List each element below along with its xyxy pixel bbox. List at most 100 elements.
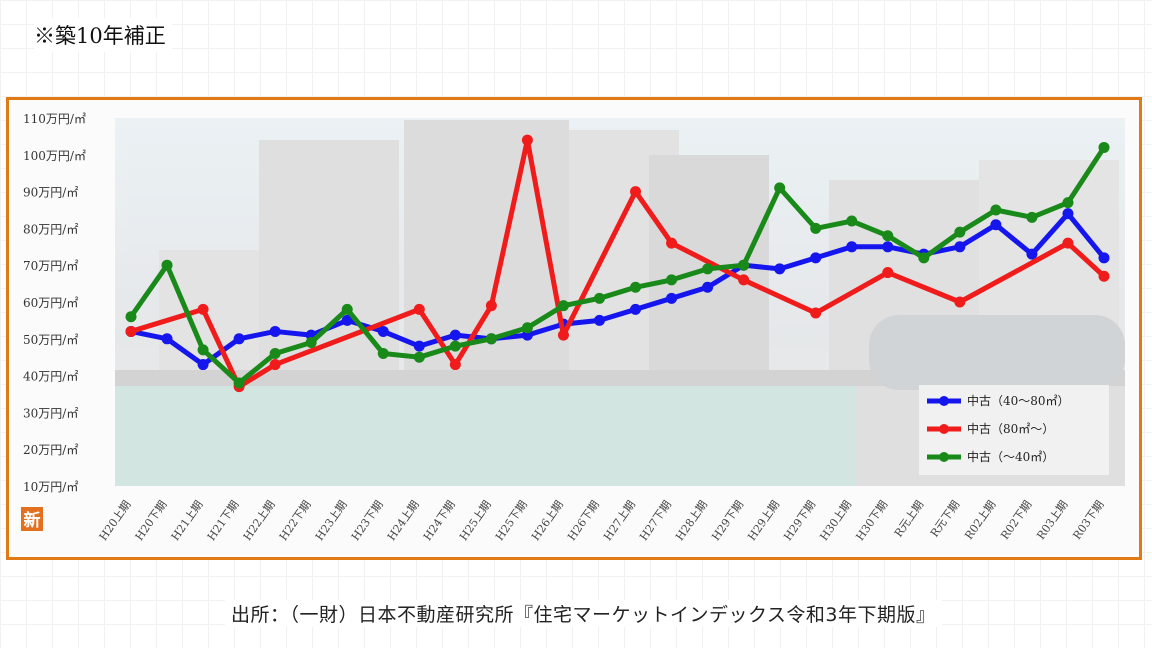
x-tick-label: H25下期 (493, 498, 530, 543)
data-point (413, 351, 425, 363)
chart-legend: 中古（40～80㎡） 中古（80㎡～） 中古（～40㎡） (919, 385, 1109, 475)
data-point (738, 274, 750, 286)
data-point (413, 340, 425, 352)
data-point (846, 215, 858, 227)
legend-label: 中古（80㎡～） (967, 421, 1054, 436)
data-point (305, 336, 317, 348)
data-point (161, 333, 173, 345)
data-point (630, 186, 642, 198)
y-tick-label: 40万円/㎡ (23, 370, 78, 384)
data-point (521, 322, 533, 334)
legend-marker (939, 424, 949, 434)
x-tick-label: H24上期 (385, 498, 422, 543)
y-tick-label: 50万円/㎡ (23, 333, 78, 347)
data-point (990, 204, 1002, 216)
x-tick-label: H20下期 (133, 498, 170, 543)
data-point (990, 219, 1002, 231)
y-tick-label: 60万円/㎡ (23, 296, 78, 310)
series-2 (125, 141, 1110, 389)
data-point (1098, 252, 1110, 264)
data-point (882, 267, 894, 279)
x-tick-label: H20上期 (97, 498, 134, 543)
legend-label: 中古（40～80㎡） (967, 393, 1070, 408)
x-tick-label: H22下期 (277, 498, 314, 543)
data-point (954, 241, 966, 253)
x-tick-label: R03上期 (1034, 498, 1070, 542)
data-point (449, 329, 461, 341)
data-point (774, 263, 786, 275)
data-point (1026, 248, 1038, 260)
data-point (954, 296, 966, 308)
data-point (341, 303, 353, 315)
data-point (413, 303, 425, 315)
data-point (846, 241, 858, 253)
x-tick-label: H28上期 (673, 498, 710, 543)
data-point (341, 314, 353, 326)
data-point (1098, 270, 1110, 282)
data-point (269, 359, 281, 371)
y-tick-label: 80万円/㎡ (23, 222, 78, 236)
data-point (233, 377, 245, 389)
x-tick-label: H25上期 (457, 498, 494, 543)
x-tick-label: H26上期 (529, 498, 566, 543)
y-tick-label: 90万円/㎡ (23, 186, 78, 200)
data-point (197, 344, 209, 356)
x-tick-label: R03下期 (1070, 498, 1106, 542)
data-point (377, 325, 389, 337)
x-tick-label: H24下期 (421, 498, 458, 543)
data-point (485, 300, 497, 312)
data-point (125, 311, 137, 323)
data-point (377, 348, 389, 360)
x-tick-label: H29上期 (745, 498, 782, 543)
data-point (521, 134, 533, 146)
x-tick-label: H21上期 (169, 498, 206, 543)
x-tick-label: H27下期 (637, 498, 674, 543)
x-tick-label: H27上期 (601, 498, 638, 543)
x-tick-label: H22上期 (241, 498, 278, 543)
logo-text: 新 (24, 510, 41, 531)
x-tick-label: R02下期 (998, 498, 1034, 542)
series-1 (125, 134, 1110, 393)
data-point (197, 359, 209, 371)
data-point (233, 333, 245, 345)
legend-marker (939, 396, 949, 406)
data-point (269, 325, 281, 337)
data-point (125, 325, 137, 337)
data-point (630, 303, 642, 315)
data-point (774, 182, 786, 194)
series-line (128, 144, 1107, 386)
x-tick-label: H30上期 (817, 498, 854, 543)
x-tick-label: H29下期 (781, 498, 818, 543)
data-point (630, 281, 642, 293)
data-point (666, 237, 678, 249)
data-point (557, 300, 569, 312)
y-tick-label: 70万円/㎡ (23, 259, 78, 273)
data-point (702, 281, 714, 293)
data-point (557, 329, 569, 341)
x-tick-label: H23上期 (313, 498, 350, 543)
data-point (197, 303, 209, 315)
x-tick-label: H21下期 (205, 498, 242, 543)
data-point (593, 292, 605, 304)
y-tick-label: 20万円/㎡ (23, 443, 78, 457)
data-point (882, 241, 894, 253)
y-tick-label: 110万円/㎡ (23, 112, 86, 126)
data-point (738, 259, 750, 271)
x-tick-label: H26下期 (565, 498, 602, 543)
x-tick-label: R元上期 (892, 498, 926, 539)
data-point (449, 340, 461, 352)
data-point (954, 226, 966, 238)
data-point (1062, 208, 1074, 220)
data-point (702, 263, 714, 275)
y-tick-label: 10万円/㎡ (23, 480, 78, 494)
data-point (810, 222, 822, 234)
data-point (810, 307, 822, 319)
data-point (1098, 141, 1110, 153)
data-point (1062, 237, 1074, 249)
data-point (1062, 197, 1074, 209)
source-citation: 出所：（一財）日本不動産研究所『住宅マーケットインデックス令和3年下期版』 (225, 600, 942, 627)
data-point (810, 252, 822, 264)
x-tick-label: R元下期 (928, 498, 962, 539)
data-point (882, 230, 894, 242)
data-point (918, 252, 930, 264)
